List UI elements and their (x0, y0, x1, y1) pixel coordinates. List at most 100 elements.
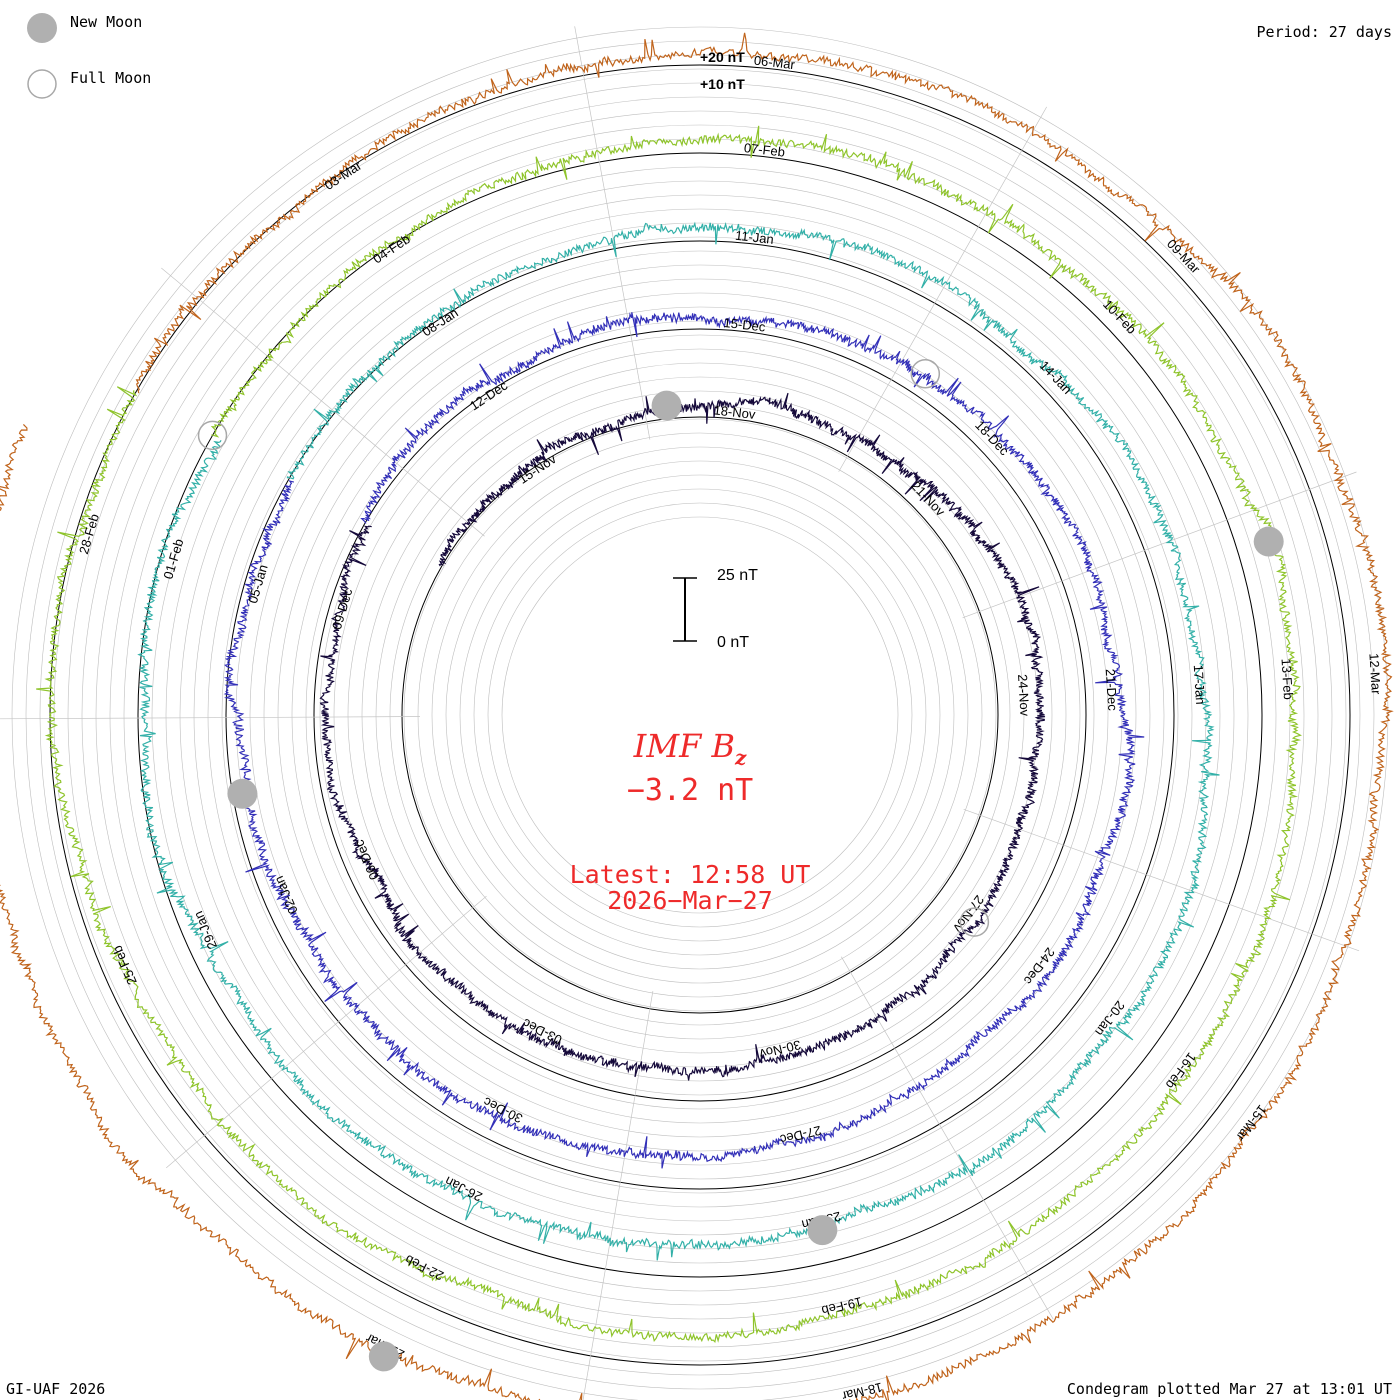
grid-ring (375, 390, 1025, 1040)
grid-ring (235, 250, 1165, 1180)
date-tick-label: 12-Mar (1366, 653, 1384, 696)
grid-ring (207, 222, 1193, 1208)
day-spoke (962, 471, 1357, 619)
day-spoke (161, 267, 485, 537)
date-tick-label: 30-Nov (758, 1037, 803, 1061)
grid-ring (165, 180, 1235, 1250)
grid-ring (53, 68, 1347, 1362)
new-moon-marker (807, 1215, 838, 1246)
legend-new-moon-icon (27, 13, 57, 43)
day-spoke (574, 26, 651, 440)
grid-ring (81, 96, 1319, 1334)
grid-ring (277, 292, 1123, 1138)
grid-ring (151, 166, 1249, 1264)
grid-ring (305, 320, 1095, 1110)
grid-ring (291, 306, 1109, 1124)
grid-ring (487, 502, 913, 928)
date-tick-label: 09-Dec (329, 586, 355, 631)
date-tick-label: 03-Mar (322, 157, 365, 193)
day-spoke (0, 716, 421, 720)
scale-label-plus20: +20 nT (700, 49, 745, 65)
full-moon-marker (910, 359, 941, 389)
day-spoke (582, 990, 654, 1400)
grid-ring (389, 404, 1011, 1026)
date-tick-label: 22-Feb (402, 1252, 446, 1284)
date-tick-label: 18-Dec (972, 418, 1012, 459)
baseline-ring (313, 328, 1087, 1102)
date-tick-label: 10-Feb (1100, 297, 1139, 337)
grid-ring (473, 488, 927, 942)
series-line (0, 32, 1394, 1400)
date-tick-label: 21-Dec (1103, 668, 1121, 711)
date-tick-label: 03-Dec (520, 1015, 565, 1047)
latest-time: Latest: 12:58 UT (569, 860, 811, 889)
date-tick-label: 24-Nov (1015, 674, 1033, 717)
legend-new-moon-label: New Moon (70, 13, 143, 31)
date-tick-label: 17-Jan (1191, 664, 1208, 705)
grid-ring (501, 516, 899, 914)
date-tick-label: 24-Dec (1021, 945, 1058, 988)
day-spoke (838, 106, 1047, 472)
full-moon-marker (197, 420, 228, 451)
baseline-ring (401, 416, 999, 1014)
grid-ring (431, 446, 969, 984)
day-spoke (963, 808, 1360, 952)
grid-ring (39, 54, 1361, 1376)
grid-ring (221, 236, 1179, 1194)
moon-markers (197, 359, 1284, 1372)
date-tick-label: 07-Feb (743, 140, 786, 160)
current-value: −3.2 nT (626, 773, 754, 808)
series-line (223, 312, 1145, 1169)
grid-ring (25, 40, 1375, 1390)
grid-ring (67, 82, 1333, 1348)
grid-rings (11, 26, 1389, 1400)
scale-label-plus10: +10 nT (700, 76, 745, 92)
grid-ring (361, 376, 1039, 1054)
date-tick-label: 27-Dec (778, 1123, 823, 1147)
grid-ring (179, 194, 1221, 1236)
grid-ring (347, 362, 1053, 1068)
new-moon-marker (651, 390, 682, 421)
grid-ring (11, 26, 1389, 1400)
data-series (0, 32, 1394, 1400)
grid-ring (193, 208, 1207, 1222)
scale-bar-top-label: 25 nT (717, 567, 758, 584)
grid-ring (417, 432, 983, 998)
grid-ring (137, 152, 1263, 1278)
scale-bar: 25 nT 0 nT (673, 567, 758, 651)
grid-ring (263, 278, 1137, 1152)
baseline-ring (137, 152, 1263, 1278)
chart-title-subscript: z (734, 745, 747, 770)
latest-date: 2026−Mar−27 (607, 886, 773, 915)
series-line (137, 221, 1220, 1261)
date-tick-label: 19-Feb (820, 1294, 864, 1318)
plotted-timestamp: Condegram plotted Mar 27 at 13:01 UT (1066, 1380, 1392, 1398)
grid-ring (459, 474, 941, 956)
chart-title-main: IMF B (633, 727, 735, 765)
grid-ring (445, 460, 955, 970)
baseline-ring (49, 64, 1351, 1366)
date-tick-label: 15-Dec (723, 315, 767, 335)
date-tick-label: 15-Mar (1233, 1102, 1270, 1145)
grid-ring (95, 110, 1305, 1320)
credit-label: GI-UAF 2026 (6, 1380, 106, 1398)
series-line (319, 392, 1046, 1081)
date-tick-label: 04-Feb (370, 231, 413, 266)
series-line (36, 125, 1302, 1344)
date-tick-label: 29-Jan (190, 909, 220, 951)
grid-ring (249, 264, 1151, 1166)
period-label: Period: 27 days (1256, 23, 1392, 41)
new-moon-marker (368, 1341, 399, 1372)
date-tick-label: 13-Feb (1279, 658, 1296, 700)
date-tick-label: 18-Mar (840, 1380, 884, 1400)
date-tick-label: 11-Jan (734, 228, 774, 247)
new-moon-marker (1253, 526, 1284, 557)
legend-full-moon-label: Full Moon (70, 69, 152, 87)
grid-ring (333, 348, 1067, 1082)
date-tick-label: 18-Nov (713, 402, 757, 422)
date-tick-label: 06-Mar (753, 53, 796, 73)
baseline-ring (225, 240, 1175, 1190)
chart-title: IMF Bz (490, 727, 890, 769)
new-moon-marker (227, 778, 258, 809)
